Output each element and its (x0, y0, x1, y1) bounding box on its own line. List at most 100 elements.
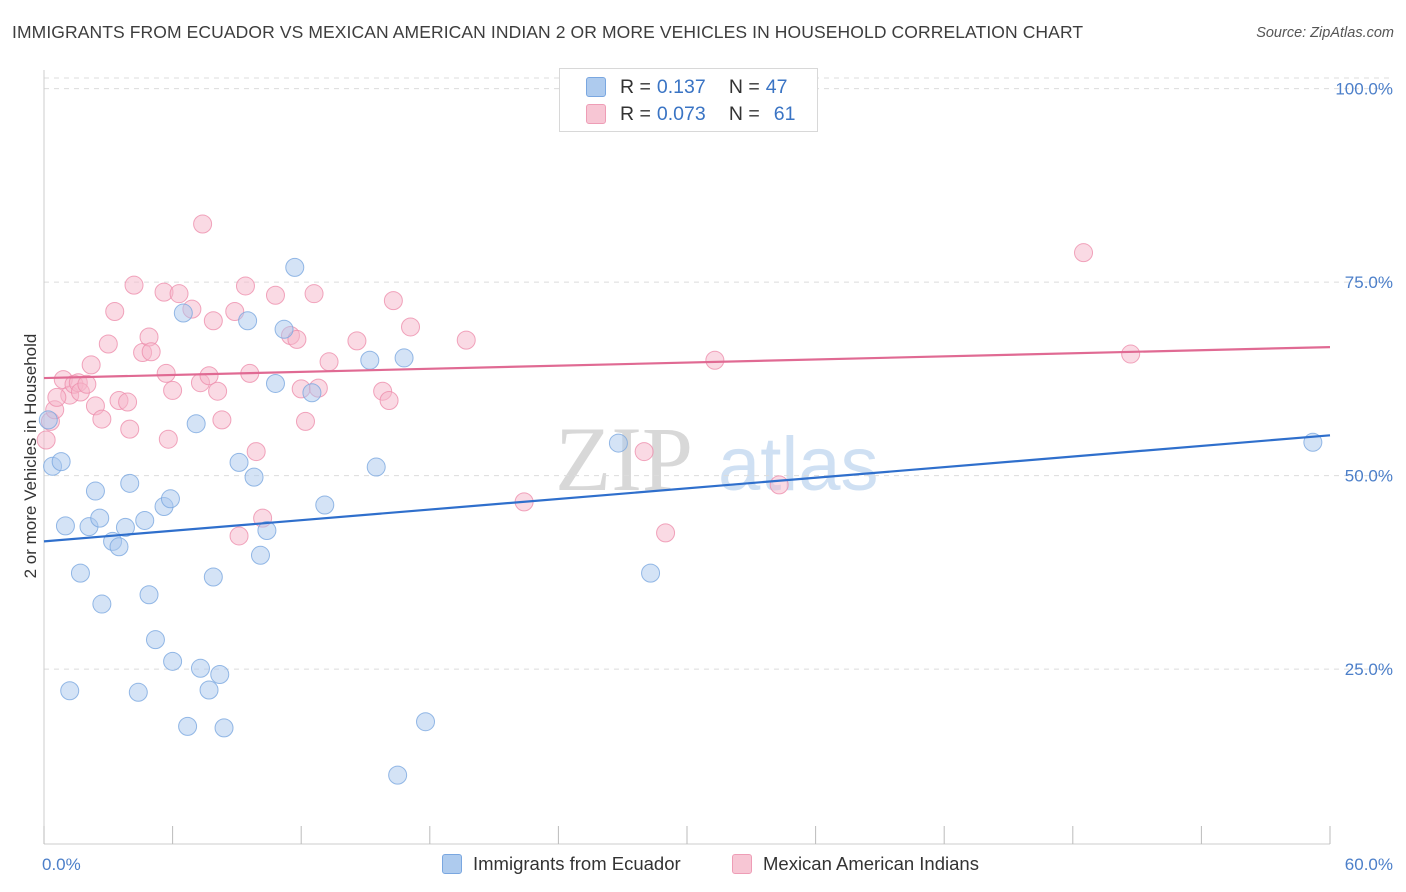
chart-title: IMMIGRANTS FROM ECUADOR VS MEXICAN AMERI… (12, 22, 1084, 42)
series-mexican-american-indians (36, 214, 1141, 546)
y-tick-labels: 25.0% 50.0% 75.0% 100.0% (1335, 80, 1393, 679)
ecuador-point (145, 630, 165, 650)
mexican-point (295, 411, 315, 431)
mexican-point (193, 214, 213, 234)
legend-item-mexican: Mexican American Indians (732, 852, 979, 876)
n-value: 61 (773, 102, 796, 125)
x-tick-label: 60.0% (1345, 855, 1393, 874)
legend-stats-row-ecuador: R = 0.137 N = 47 (586, 75, 787, 99)
mexican-point (105, 301, 125, 321)
trend-line-ecuador (43, 434, 1331, 543)
ecuador-point (203, 567, 223, 587)
ecuador-point (190, 658, 210, 678)
n-value: 47 (765, 75, 788, 98)
mexican-point (246, 442, 266, 462)
mexican-point (1074, 243, 1094, 263)
legend-stats: R = 0.137 N = 47 R = 0.073 N = 61 (559, 68, 818, 132)
legend-label-ecuador: Immigrants from Ecuador (473, 853, 681, 874)
mexican-point (92, 409, 112, 429)
mexican-point (287, 329, 307, 349)
trend-lines (43, 345, 1331, 543)
mexican-point (769, 475, 789, 495)
mexican-point (158, 429, 178, 449)
ecuador-point (641, 563, 661, 583)
ecuador-point (199, 680, 219, 700)
r-label: R = (620, 75, 651, 98)
ecuador-point (229, 452, 249, 472)
mexican-point (118, 392, 138, 412)
mexican-point (47, 387, 67, 407)
r-label: R = (620, 102, 651, 125)
ecuador-point (388, 765, 408, 785)
y-tick-label: 100.0% (1335, 80, 1393, 99)
mexican-point (208, 381, 228, 401)
mexican-point (235, 276, 255, 296)
y-axis-label: 2 or more Vehicles in Household (21, 334, 40, 579)
ecuador-point (244, 467, 264, 487)
mexican-point (77, 374, 97, 394)
series-immigrants-from-ecuador (38, 257, 1323, 785)
mexican-point (456, 330, 476, 350)
ecuador-point (92, 594, 112, 614)
legend-item-ecuador: Immigrants from Ecuador (442, 852, 681, 876)
ecuador-point (109, 537, 129, 557)
mexican-point (656, 523, 676, 543)
mexican-point (265, 285, 285, 305)
r-value: 0.137 (656, 75, 706, 98)
ecuador-point (178, 716, 198, 736)
mexican-point (319, 352, 339, 372)
mexican-point (379, 390, 399, 410)
mexican-point (1121, 344, 1141, 364)
ecuador-point (274, 319, 294, 339)
mexican-point (163, 380, 183, 400)
ecuador-point (160, 489, 180, 509)
mexican-point (98, 334, 118, 354)
mexican-point (199, 366, 219, 386)
ecuador-point (608, 433, 628, 453)
watermark-atlas: atlas (718, 422, 879, 507)
ecuador-point (366, 457, 386, 477)
ecuador-point (285, 257, 305, 277)
ecuador-point (257, 521, 277, 541)
watermark-zip: ZIP (555, 408, 693, 510)
ecuador-point (85, 481, 105, 501)
mexican-point (169, 284, 189, 304)
ecuador-point (238, 311, 258, 331)
legend-stats-row-mexican: R = 0.073 N = 61 (586, 102, 795, 126)
mexican-point (156, 363, 176, 383)
ecuador-point (360, 350, 380, 370)
mexican-point (81, 355, 101, 375)
mexican-point (225, 301, 245, 321)
y-tick-label: 25.0% (1345, 660, 1393, 679)
ecuador-point (302, 383, 322, 403)
mexican-point (120, 419, 140, 439)
ecuador-point (120, 473, 140, 493)
legend-swatch-pink (586, 104, 606, 124)
ecuador-point (173, 303, 193, 323)
mexican-point (124, 275, 144, 295)
y-tick-label: 75.0% (1345, 273, 1393, 292)
mexican-point (347, 331, 367, 351)
ecuador-point (38, 410, 58, 430)
ecuador-point (51, 452, 71, 472)
legend-swatch-pink (732, 854, 752, 874)
r-value: 0.073 (656, 102, 706, 125)
ecuador-point (135, 510, 155, 530)
mexican-point (212, 410, 232, 430)
ecuador-point (186, 414, 206, 434)
ecuador-point (128, 682, 148, 702)
ecuador-point (163, 651, 183, 671)
mexican-point (304, 284, 324, 304)
ecuador-point (394, 348, 414, 368)
mexican-point (229, 526, 249, 546)
x-tick-labels: 0.0% 60.0% (42, 855, 1393, 874)
ecuador-point (315, 495, 335, 515)
ecuador-point (55, 516, 75, 536)
mexican-point (36, 430, 56, 450)
mexican-point (141, 342, 161, 362)
ecuador-point (60, 681, 80, 701)
mexican-point (383, 291, 403, 311)
trend-line-mexican (43, 345, 1331, 380)
n-label: N = (728, 102, 760, 125)
